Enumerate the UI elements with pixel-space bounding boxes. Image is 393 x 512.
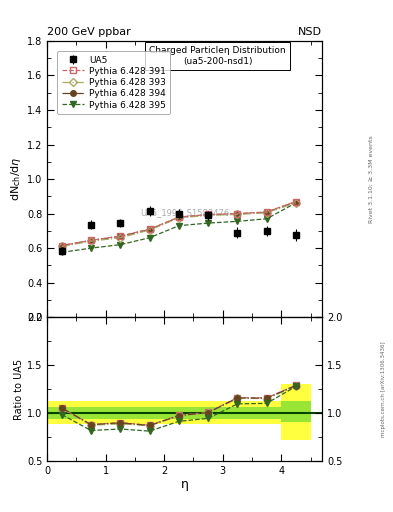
Line: Pythia 6.428 393: Pythia 6.428 393 [59, 200, 299, 249]
Pythia 6.428 394 [89, 237, 94, 243]
Pythia 6.428 393 [89, 238, 94, 244]
Pythia 6.428 393 [206, 212, 211, 219]
Text: 200 GeV ppbar: 200 GeV ppbar [47, 27, 131, 37]
Pythia 6.428 394 [235, 211, 240, 217]
Legend: UA5, Pythia 6.428 391, Pythia 6.428 393, Pythia 6.428 394, Pythia 6.428 395: UA5, Pythia 6.428 391, Pythia 6.428 393,… [57, 51, 170, 114]
Pythia 6.428 394 [264, 209, 269, 215]
Pythia 6.428 393 [264, 209, 269, 216]
Pythia 6.428 393 [176, 215, 181, 221]
Pythia 6.428 395 [206, 220, 211, 226]
Pythia 6.428 391 [118, 233, 123, 239]
Pythia 6.428 394 [294, 199, 298, 205]
Pythia 6.428 393 [235, 211, 240, 218]
Text: NSD: NSD [298, 27, 322, 37]
Line: Pythia 6.428 391: Pythia 6.428 391 [59, 199, 299, 248]
Pythia 6.428 395 [264, 216, 269, 222]
Pythia 6.428 395 [176, 223, 181, 229]
Line: Pythia 6.428 394: Pythia 6.428 394 [59, 199, 299, 248]
Pythia 6.428 393 [147, 227, 152, 233]
Pythia 6.428 395 [59, 249, 64, 255]
Line: Pythia 6.428 395: Pythia 6.428 395 [59, 200, 299, 255]
Y-axis label: dN$_\mathsf{ch}$/d$\eta$: dN$_\mathsf{ch}$/d$\eta$ [9, 157, 23, 201]
Pythia 6.428 391 [59, 243, 64, 249]
Pythia 6.428 391 [294, 199, 298, 205]
Pythia 6.428 391 [206, 211, 211, 218]
Pythia 6.428 391 [176, 214, 181, 220]
Pythia 6.428 395 [294, 200, 298, 206]
Pythia 6.428 391 [89, 237, 94, 243]
Text: Charged Particleη Distribution
(ua5-200-nsd1): Charged Particleη Distribution (ua5-200-… [149, 47, 286, 66]
Pythia 6.428 395 [118, 242, 123, 248]
Pythia 6.428 391 [235, 210, 240, 217]
Text: UA5_1996_S1583476: UA5_1996_S1583476 [140, 208, 230, 217]
Pythia 6.428 393 [59, 243, 64, 249]
Pythia 6.428 391 [147, 226, 152, 232]
X-axis label: η: η [181, 478, 189, 492]
Pythia 6.428 394 [59, 243, 64, 249]
Y-axis label: Ratio to UA5: Ratio to UA5 [14, 358, 24, 419]
Pythia 6.428 394 [147, 226, 152, 232]
Y-axis label: mcplots.cern.ch [arXiv:1306.3436]: mcplots.cern.ch [arXiv:1306.3436] [381, 341, 386, 437]
Pythia 6.428 393 [118, 234, 123, 241]
Pythia 6.428 391 [264, 209, 269, 215]
Pythia 6.428 395 [147, 234, 152, 241]
Y-axis label: Rivet 3.1.10; ≥ 3.3M events: Rivet 3.1.10; ≥ 3.3M events [369, 135, 374, 223]
Pythia 6.428 394 [176, 215, 181, 221]
Pythia 6.428 395 [89, 245, 94, 251]
Pythia 6.428 393 [294, 200, 298, 206]
Pythia 6.428 394 [206, 212, 211, 218]
Pythia 6.428 394 [118, 233, 123, 240]
Pythia 6.428 395 [235, 218, 240, 224]
